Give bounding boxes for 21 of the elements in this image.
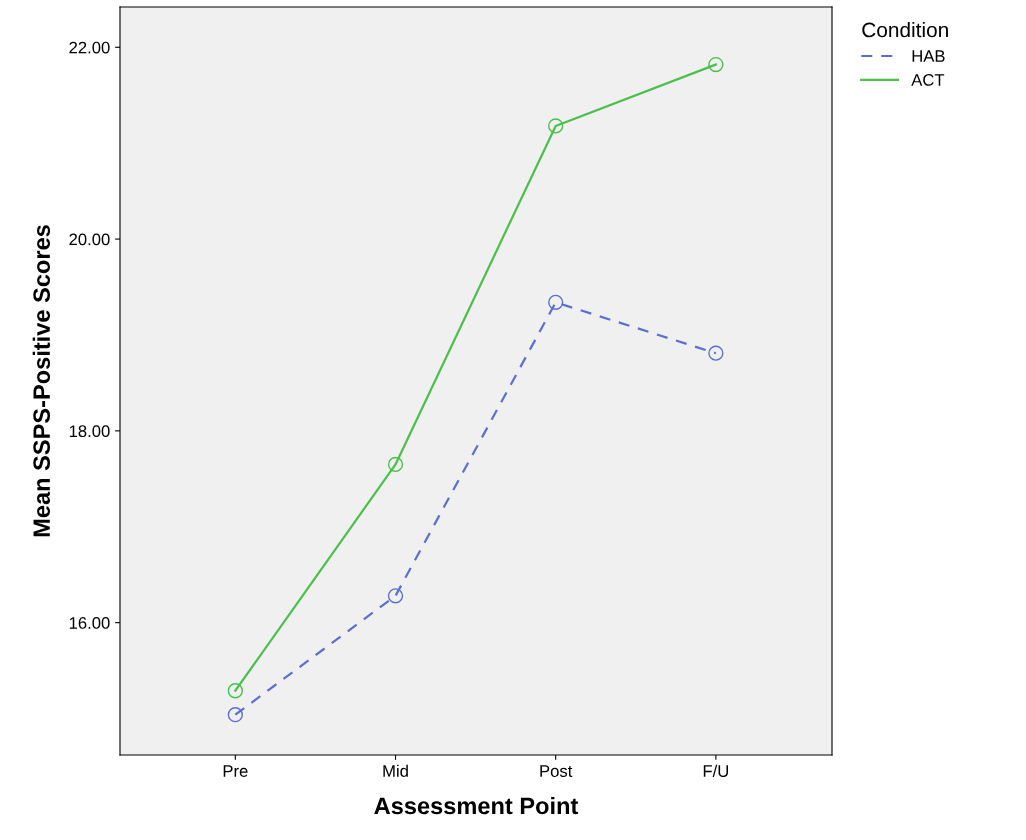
point	[227, 707, 243, 723]
y-tick-label: 20.00	[69, 233, 110, 246]
x-axis-title: Assessment Point	[374, 796, 579, 815]
y-tick-label: 18.00	[69, 425, 110, 438]
legend-label: ACT	[911, 74, 945, 86]
point	[387, 456, 404, 473]
legend-title: Condition	[862, 22, 948, 38]
point	[548, 118, 564, 134]
point	[708, 56, 724, 73]
y-axis-title: Mean SSPS-Positive Scores	[32, 225, 51, 537]
x-tick-label: Pre	[223, 765, 248, 777]
point	[548, 294, 564, 311]
legend-label: HAB	[912, 50, 945, 62]
x-tick-label: F/U	[703, 764, 729, 777]
y-tick-label: 22.00	[69, 41, 110, 54]
point	[227, 683, 243, 699]
x-tick-label: Post	[540, 765, 573, 777]
point	[708, 345, 724, 361]
point	[387, 588, 404, 604]
y-tick-label: 16.00	[69, 617, 110, 629]
x-tick-label: Mid	[383, 764, 408, 777]
